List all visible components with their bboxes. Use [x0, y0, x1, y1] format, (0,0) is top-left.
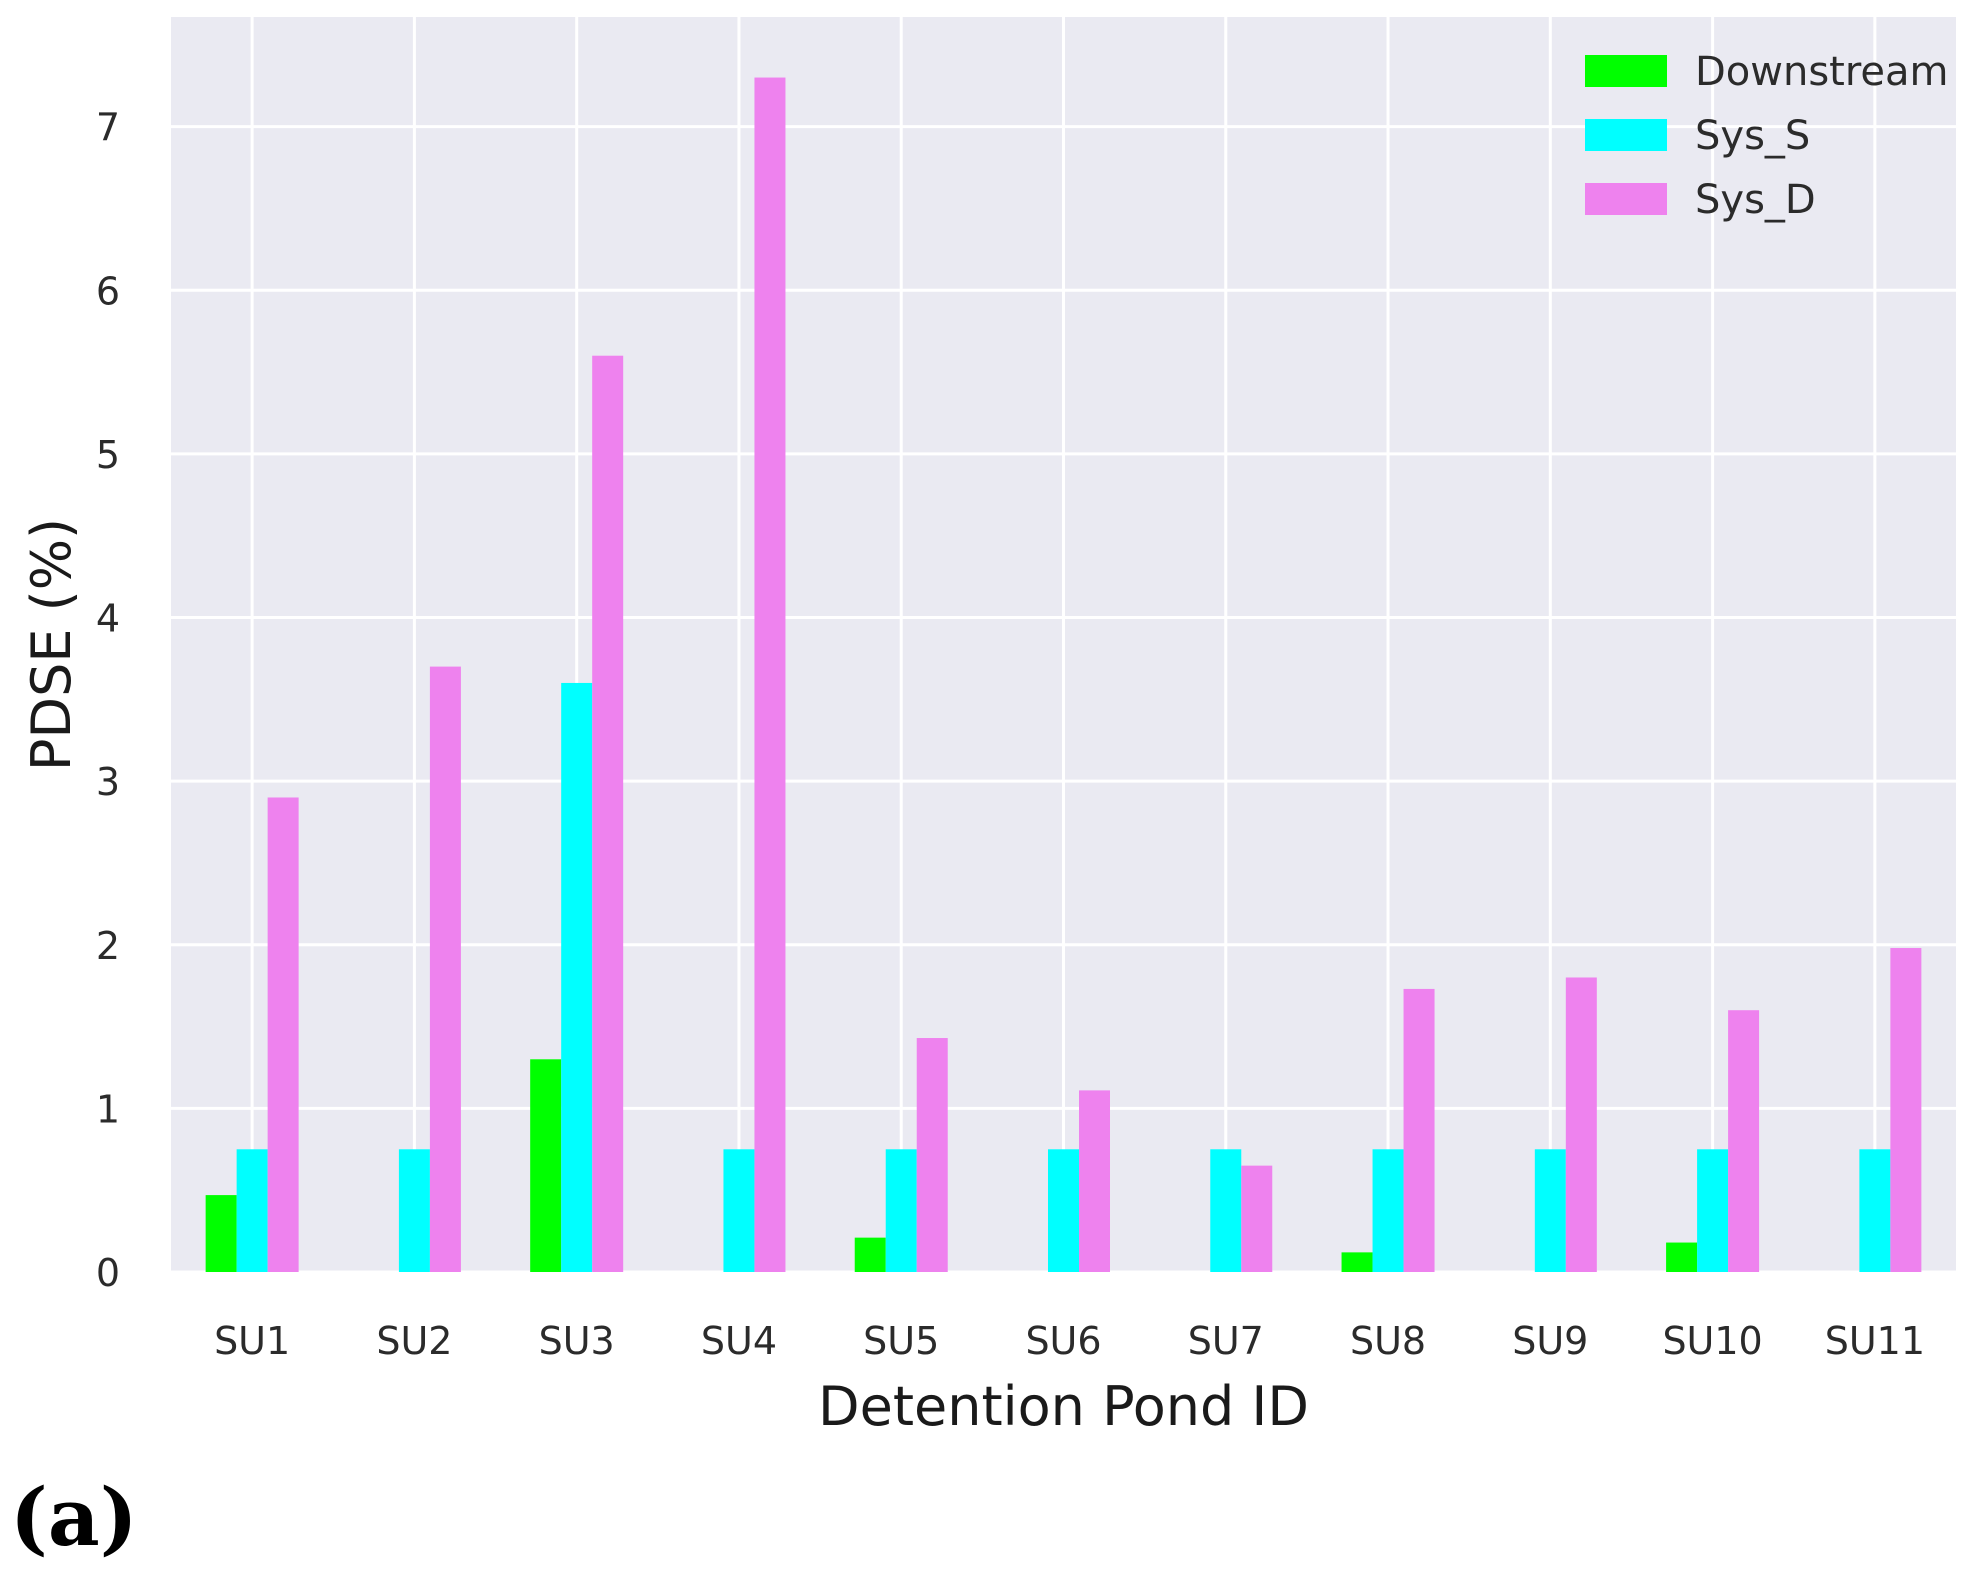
legend-label: Sys_D — [1695, 177, 1816, 223]
bar-sys-s-su4 — [723, 1149, 755, 1272]
bar-sys-d-su4 — [754, 77, 786, 1273]
bar-sys-s-su1 — [236, 1149, 268, 1272]
y-tick-label: 4 — [96, 597, 120, 641]
y-tick-label: 5 — [96, 433, 120, 477]
x-tick-label: SU1 — [214, 1319, 290, 1363]
bar-sys-d-su3 — [592, 355, 624, 1272]
x-tick-label: SU4 — [701, 1319, 777, 1363]
x-tick-label: SU7 — [1188, 1319, 1264, 1363]
bar-sys-d-su2 — [429, 666, 461, 1272]
legend-label: Sys_S — [1695, 113, 1810, 159]
legend-swatch — [1585, 55, 1667, 87]
bar-sys-s-su10 — [1697, 1149, 1729, 1272]
x-tick-label: SU6 — [1025, 1319, 1101, 1363]
bar-downstream-su8 — [1341, 1252, 1373, 1272]
bar-sys-d-su11 — [1890, 948, 1922, 1272]
bar-sys-s-su5 — [885, 1149, 917, 1272]
x-axis-title: Detention Pond ID — [818, 1375, 1309, 1438]
x-tick-label: SU8 — [1350, 1319, 1426, 1363]
legend-label: Downstream — [1695, 49, 1949, 95]
bar-downstream-su10 — [1666, 1242, 1698, 1272]
x-tick-labels: SU1 SU2 SU3 SU4 SU5 SU6 SU7 SU8 SU9 SU10 SU11 — [214, 1319, 1925, 1363]
legend: Downstream Sys_S Sys_D — [1585, 49, 1949, 223]
x-tick-label: SU9 — [1512, 1319, 1588, 1363]
bar-sys-s-su3 — [561, 682, 593, 1272]
bar-sys-s-su11 — [1859, 1149, 1891, 1272]
bar-sys-d-su1 — [267, 797, 299, 1272]
y-tick-label: 0 — [96, 1251, 120, 1295]
bar-sys-d-su7 — [1241, 1165, 1273, 1272]
bar-sys-s-su9 — [1534, 1149, 1566, 1272]
y-tick-label: 2 — [96, 924, 120, 968]
bar-sys-d-su9 — [1565, 977, 1597, 1272]
x-tick-label: SU3 — [539, 1319, 615, 1363]
bar-downstream-su1 — [205, 1195, 237, 1272]
bars — [205, 77, 1922, 1273]
bar-sys-d-su5 — [916, 1038, 948, 1272]
x-tick-label: SU11 — [1825, 1319, 1925, 1363]
x-tick-label: SU5 — [863, 1319, 939, 1363]
bar-downstream-su5 — [854, 1237, 886, 1272]
y-tick-label: 3 — [96, 760, 120, 804]
y-axis-title: PDSE (%) — [20, 518, 83, 771]
bar-sys-d-su10 — [1728, 1010, 1760, 1272]
y-tick-labels: 0 1 2 3 4 5 6 7 — [96, 106, 120, 1295]
y-tick-label: 1 — [96, 1087, 120, 1131]
bar-sys-s-su7 — [1210, 1149, 1242, 1272]
bar-sys-s-su6 — [1048, 1149, 1079, 1272]
y-tick-label: 7 — [96, 106, 120, 150]
bar-sys-s-su2 — [398, 1149, 430, 1272]
panel-label: (a) — [10, 1470, 138, 1564]
legend-swatch — [1585, 183, 1667, 215]
bar-sys-d-su6 — [1079, 1090, 1110, 1272]
x-tick-label: SU10 — [1662, 1319, 1762, 1363]
y-tick-label: 6 — [96, 269, 120, 313]
x-tick-label: SU2 — [376, 1319, 452, 1363]
bar-downstream-su3 — [530, 1059, 562, 1272]
legend-swatch — [1585, 119, 1667, 151]
bar-sys-d-su8 — [1403, 988, 1435, 1272]
bar-sys-s-su8 — [1372, 1149, 1404, 1272]
